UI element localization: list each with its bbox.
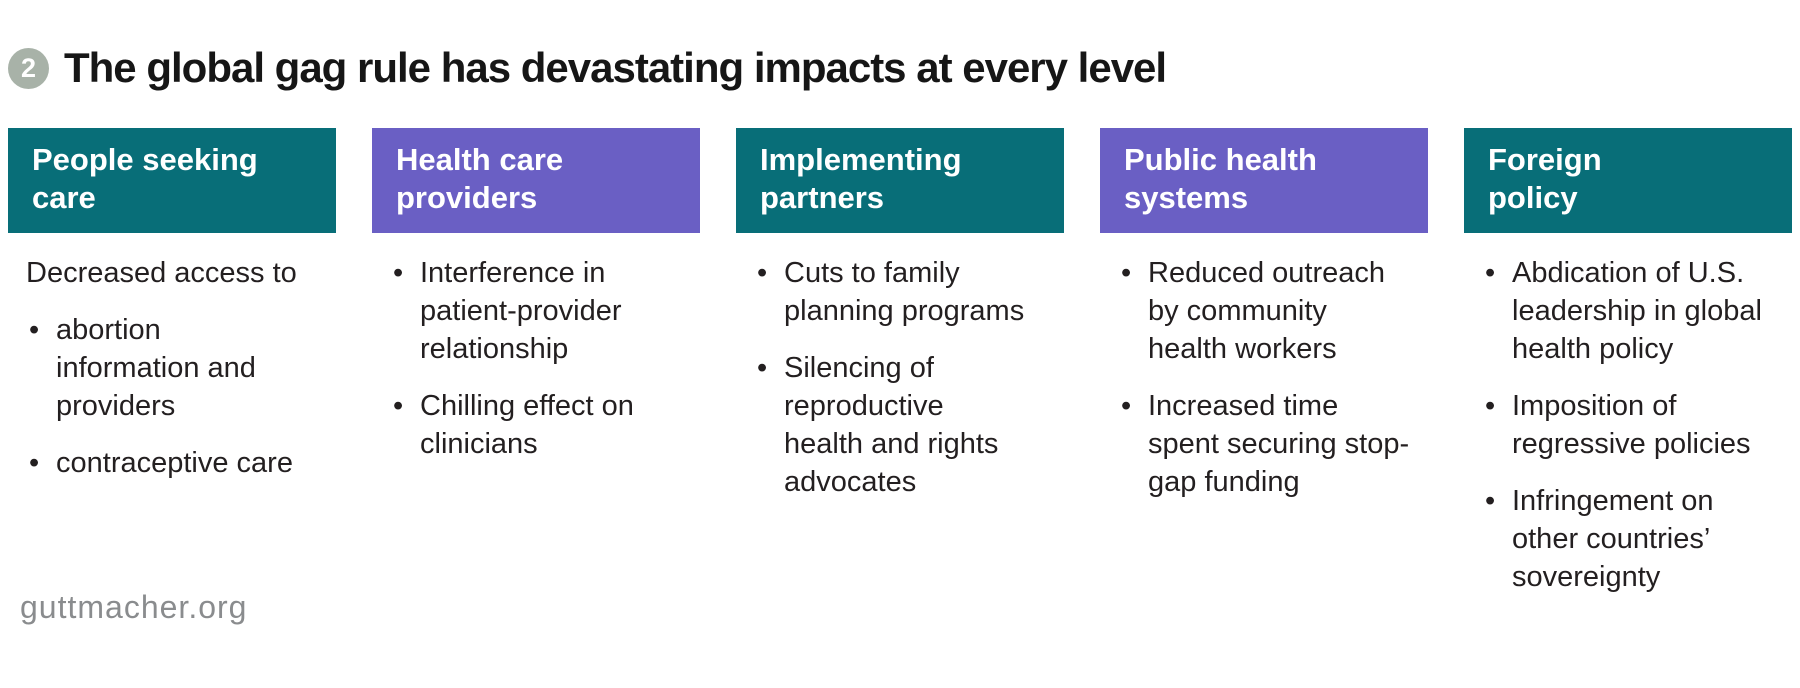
column-body: Abdication of U.S. leadership in global … — [1464, 233, 1792, 596]
column-foreign-policy: Foreign policy Abdication of U.S. leader… — [1464, 128, 1792, 615]
column-body: Interference in patient-provider relatio… — [372, 233, 700, 463]
figure-number: 2 — [20, 52, 37, 83]
impact-columns: People seeking care Decreased access to … — [8, 128, 1792, 615]
column-header: Health care providers — [372, 128, 700, 233]
column-body: Decreased access to abortion information… — [8, 233, 336, 482]
bullet-item: Interference in patient-provider relatio… — [390, 254, 696, 368]
bullet-item: abortion information and providers — [26, 311, 332, 425]
bullet-list: Abdication of U.S. leadership in global … — [1482, 254, 1788, 596]
bullet-list: abortion information and providers contr… — [26, 311, 332, 482]
bullet-item: Abdication of U.S. leadership in global … — [1482, 254, 1788, 368]
column-people-seeking-care: People seeking care Decreased access to … — [8, 128, 336, 615]
bullet-list: Interference in patient-provider relatio… — [390, 254, 696, 463]
bullet-item: Reduced outreach by community health wor… — [1118, 254, 1424, 368]
figure-number-badge: 2 — [8, 47, 49, 89]
column-header: Foreign policy — [1464, 128, 1792, 233]
column-health-care-providers: Health care providers Interference in pa… — [372, 128, 700, 615]
bullet-list: Reduced outreach by community health wor… — [1118, 254, 1424, 501]
bullet-item: Increased time spent securing stop- gap … — [1118, 387, 1424, 501]
column-body: Cuts to family planning programs Silenci… — [736, 233, 1064, 501]
bullet-list: Cuts to family planning programs Silenci… — [754, 254, 1060, 501]
guttmacher-url: guttmacher.org — [20, 589, 248, 625]
column-header: Implementing partners — [736, 128, 1064, 233]
column-public-health-systems: Public health systems Reduced outreach b… — [1100, 128, 1428, 615]
column-body: Reduced outreach by community health wor… — [1100, 233, 1428, 501]
page-title: The global gag rule has devastating impa… — [64, 44, 1167, 91]
column-header: People seeking care — [8, 128, 336, 233]
bullet-item: Cuts to family planning programs — [754, 254, 1060, 330]
column-implementing-partners: Implementing partners Cuts to family pla… — [736, 128, 1064, 615]
bullet-item: Chilling effect on clinicians — [390, 387, 696, 463]
bullet-item: Infringement on other countries’ soverei… — [1482, 482, 1788, 596]
lead-text: Decreased access to — [26, 257, 297, 289]
column-header: Public health systems — [1100, 128, 1428, 233]
bullet-item: Silencing of reproductive health and rig… — [754, 349, 1060, 501]
title-row: 2 The global gag rule has devastating im… — [8, 44, 1167, 92]
bullet-item: Imposition of regressive policies — [1482, 387, 1788, 463]
bullet-item: contraceptive care — [26, 444, 332, 482]
